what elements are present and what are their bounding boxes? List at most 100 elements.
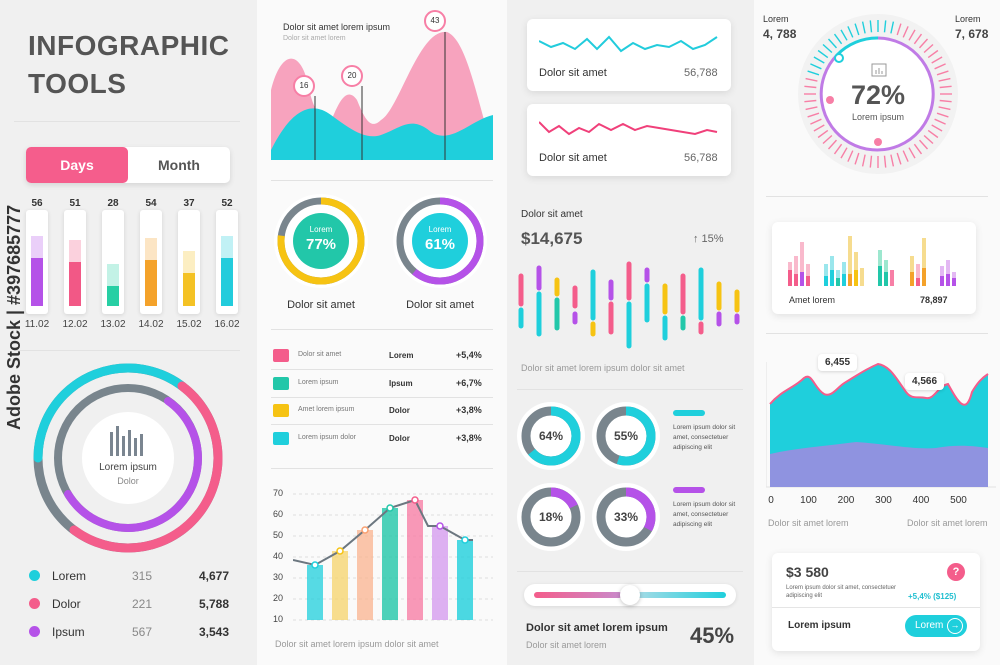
small-donut-arc bbox=[521, 406, 581, 466]
divider bbox=[271, 180, 493, 181]
area-marker-label: 43 bbox=[424, 10, 446, 32]
table-label: Dolor sit amet bbox=[298, 351, 342, 358]
divider bbox=[517, 389, 743, 390]
small-donut-arc bbox=[596, 406, 656, 466]
table-swatch bbox=[273, 404, 289, 417]
sparkline-label: Dolor sit amet bbox=[539, 67, 607, 79]
days-tab[interactable]: Days bbox=[26, 147, 128, 183]
y-tick: 20 bbox=[273, 593, 284, 603]
donut-center bbox=[412, 213, 468, 269]
sparkline-card[interactable]: Dolor sit amet 56,788 bbox=[527, 19, 731, 91]
x-tick: 100 bbox=[800, 495, 817, 506]
x-tick: 200 bbox=[837, 495, 855, 506]
slider-handle[interactable] bbox=[620, 585, 640, 605]
bar-chart-icon bbox=[110, 426, 143, 456]
arrow-right-icon: → bbox=[947, 618, 963, 634]
day-bar-fill bbox=[107, 286, 119, 306]
stacked-bars bbox=[788, 236, 956, 286]
trend-points bbox=[311, 496, 469, 569]
gauge-right-label: Lorem bbox=[955, 14, 981, 24]
small-donut bbox=[517, 402, 585, 470]
donut-arc bbox=[277, 197, 365, 285]
day-bar-value: 37 bbox=[183, 198, 195, 209]
legend-name: Dolor bbox=[52, 597, 81, 611]
gauge-left-value: 4, 788 bbox=[763, 27, 797, 41]
gauge-ring-cyan bbox=[835, 36, 879, 57]
day-bar-value: 28 bbox=[107, 198, 119, 209]
area-chart-subtitle: Dolor sit amet lorem bbox=[283, 35, 346, 42]
area2-caption-right: Dolor sit amet lorem bbox=[907, 518, 988, 528]
sparkline bbox=[539, 121, 718, 136]
day-bar[interactable] bbox=[64, 210, 86, 314]
period-toggle: Days Month bbox=[26, 147, 230, 183]
gauge-ring-purple bbox=[819, 36, 935, 152]
outer-ring-pink bbox=[69, 381, 223, 553]
inner-ring-purple bbox=[64, 397, 203, 532]
legend-value: 3,543 bbox=[199, 625, 230, 639]
area-marker-label: 20 bbox=[341, 65, 363, 87]
table-divider bbox=[271, 424, 493, 425]
ring-center bbox=[82, 412, 174, 504]
price-caption: Dolor sit amet lorem ipsum dolor sit ame… bbox=[521, 363, 685, 373]
slider-sublabel: Dolor sit amet lorem bbox=[526, 640, 607, 650]
day-bar-date: 14.02 bbox=[138, 319, 164, 330]
column-4: Lorem 4, 788 Lorem 7, 678 72% Lorem ipsu… bbox=[754, 0, 1000, 665]
legend-dot bbox=[29, 570, 40, 581]
day-bar[interactable] bbox=[102, 210, 124, 314]
donut-label: Lorem bbox=[428, 225, 452, 234]
area-pink bbox=[271, 31, 493, 161]
column-2: Dolor sit amet lorem ipsum Dolor sit ame… bbox=[257, 0, 507, 665]
bar-line-caption: Dolor sit amet lorem ipsum dolor sit ame… bbox=[275, 639, 439, 649]
donut-caption: Dolor sit amet bbox=[287, 299, 355, 311]
day-bar[interactable] bbox=[216, 210, 238, 314]
divider bbox=[271, 329, 493, 330]
peak-label: 6,455 bbox=[818, 354, 858, 371]
divider bbox=[517, 571, 743, 572]
sparkline-card[interactable]: Dolor sit amet 56,788 bbox=[527, 104, 731, 176]
x-tick: 0 bbox=[768, 495, 774, 506]
divider bbox=[766, 333, 988, 334]
donut-arc bbox=[396, 197, 484, 285]
x-tick: 300 bbox=[875, 495, 892, 506]
day-bar-date: 13.02 bbox=[100, 319, 126, 330]
day-bar[interactable] bbox=[140, 210, 162, 314]
area-cyan bbox=[271, 108, 493, 160]
slider-track[interactable] bbox=[524, 584, 736, 606]
day-bar-value: 56 bbox=[31, 198, 43, 209]
ring-sublabel: Dolor bbox=[117, 476, 139, 486]
outer-ring-cyan bbox=[123, 363, 187, 391]
payment-card: $3 580 ? Lorem ipsum dolor sit amet, con… bbox=[772, 553, 980, 651]
gauge-sub: Lorem ipsum bbox=[851, 112, 905, 122]
table-label: Lorem ipsum dolor bbox=[298, 433, 356, 441]
sparkline-path bbox=[539, 35, 718, 53]
outer-ring-cyan-left bbox=[33, 363, 133, 463]
bar-group bbox=[788, 236, 956, 286]
month-tab[interactable]: Month bbox=[158, 157, 200, 173]
divider bbox=[772, 607, 980, 608]
payment-label: Lorem ipsum bbox=[788, 620, 851, 631]
day-bar[interactable] bbox=[26, 210, 48, 314]
slider-fill-right bbox=[636, 592, 726, 598]
note-text: Lorem ipsum dolor sit amet, consectetuer… bbox=[673, 501, 736, 528]
lorem-button[interactable]: Lorem → bbox=[905, 615, 967, 637]
area-chart-2 bbox=[766, 362, 996, 488]
x-tick: 500 bbox=[950, 495, 967, 506]
day-bar-date: 11.02 bbox=[24, 319, 50, 330]
table-category: Lorem bbox=[389, 351, 414, 360]
legend-mid-value: 567 bbox=[132, 625, 153, 639]
y-tick: 70 bbox=[273, 488, 284, 498]
bar bbox=[307, 565, 323, 620]
note-bar bbox=[673, 410, 705, 416]
small-donut-arc bbox=[521, 487, 581, 547]
price-label: Dolor sit amet bbox=[521, 209, 583, 220]
help-icon[interactable]: ? bbox=[947, 563, 965, 581]
day-bar-value: 54 bbox=[145, 198, 157, 209]
y-tick: 60 bbox=[273, 509, 284, 519]
day-bar[interactable] bbox=[178, 210, 200, 314]
table-change: +3,8% bbox=[456, 405, 482, 415]
stacked-label: Amet lorem bbox=[789, 295, 836, 305]
day-bar-fill bbox=[183, 273, 195, 306]
y-tick: 10 bbox=[273, 614, 284, 624]
payment-change: +5,4% ($125) bbox=[908, 592, 957, 601]
table-label: Amet lorem ipsum bbox=[298, 406, 355, 413]
